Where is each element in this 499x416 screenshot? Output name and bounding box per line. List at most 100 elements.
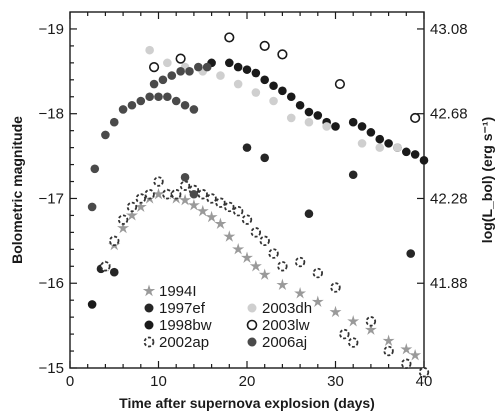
point-2003lw — [148, 61, 160, 73]
point-2002ap — [365, 316, 377, 327]
point-2002ap — [268, 248, 279, 259]
point-1994i — [311, 295, 324, 308]
legend-marker-2006aj — [247, 337, 257, 347]
point-1994i — [249, 259, 262, 272]
y-axis-title: Bolometric magnitude — [9, 116, 25, 264]
point-2006aj — [145, 92, 154, 102]
point-2006aj — [109, 117, 119, 127]
point-1998bw — [384, 139, 393, 148]
point-1998bw — [402, 147, 411, 157]
point-2006aj — [180, 172, 190, 182]
point-2003dh — [304, 117, 314, 127]
point-2002ap — [224, 201, 235, 213]
point-1994i — [117, 221, 130, 234]
point-1994i — [258, 268, 271, 280]
point-2002ap — [401, 358, 412, 369]
point-2006aj — [118, 105, 128, 114]
point-2003dh — [393, 143, 402, 152]
legend-label-1997ef: 1997ef — [159, 300, 206, 317]
point-2003dh — [145, 45, 154, 55]
point-1994i — [134, 200, 147, 213]
point-1998bw — [225, 58, 234, 68]
point-2003dh — [286, 113, 296, 123]
point-2002ap — [126, 201, 138, 213]
legend-marker-2003dh — [247, 303, 257, 313]
y2-tick-label: 41.88 — [430, 275, 468, 292]
point-2003lw — [277, 49, 288, 60]
point-1997ef — [242, 143, 252, 152]
point-1994i — [214, 217, 227, 230]
legend-marker-1998bw — [144, 320, 154, 330]
point-2002ap — [418, 367, 430, 378]
point-1997ef — [109, 267, 119, 277]
point-1998bw — [278, 86, 287, 96]
point-2006aj — [90, 164, 100, 174]
point-2003lw — [175, 53, 186, 64]
point-1998bw — [357, 122, 367, 131]
point-1998bw — [313, 111, 323, 120]
y2-tick-label: 43.08 — [430, 21, 468, 38]
point-1998bw — [304, 107, 314, 117]
point-2003lw — [334, 78, 346, 90]
y-tick-label: −15 — [39, 360, 64, 377]
point-2002ap — [277, 261, 288, 272]
x-axis-title: Time after supernova explosion (days) — [119, 395, 375, 411]
point-2002ap — [339, 328, 350, 340]
point-2002ap — [109, 235, 120, 247]
legend-marker-1994i — [142, 284, 156, 297]
point-1998bw — [251, 68, 261, 78]
point-2002ap — [312, 267, 324, 279]
y2-tick-label: 42.28 — [430, 190, 468, 207]
right-y-axis-title: log(L_bol) (erg s⁻¹) — [479, 117, 495, 243]
point-2002ap — [135, 193, 147, 204]
axis-ticks: 0 10 20 30 40 −19 −18 −17 −16 −15 43.08 42.68 42.28 4… — [39, 12, 468, 390]
point-2002ap — [117, 214, 129, 225]
legend-marker-2003lw — [246, 319, 258, 331]
point-2002ap — [179, 180, 191, 191]
point-2003lw — [410, 112, 421, 124]
legend-label-2003dh: 2003dh — [262, 300, 312, 317]
point-2006aj — [202, 62, 212, 72]
point-1997ef — [304, 209, 314, 219]
point-1998bw — [260, 75, 270, 85]
point-1994i — [196, 204, 209, 217]
point-2002ap — [259, 235, 270, 247]
legend-label-1994i: 1994I — [159, 283, 197, 300]
point-2002ap — [215, 197, 226, 208]
point-2003dh — [269, 96, 278, 106]
point-1994i — [276, 278, 289, 291]
point-2003dh — [357, 139, 367, 148]
point-1994i — [409, 348, 422, 361]
point-2002ap — [197, 189, 208, 200]
point-1994i — [223, 230, 236, 242]
point-2006aj — [149, 79, 159, 89]
point-1994i — [382, 334, 395, 347]
point-2002ap — [144, 189, 155, 200]
x-tick-label: 20 — [239, 373, 256, 390]
point-1994i — [125, 209, 139, 221]
point-2003dh — [375, 143, 385, 152]
point-1998bw — [269, 81, 278, 91]
point-2006aj — [189, 105, 199, 114]
data-points — [87, 32, 430, 378]
point-1994i — [400, 343, 413, 355]
point-2006aj — [87, 202, 97, 212]
point-2003dh — [233, 79, 243, 89]
point-2003lw — [224, 32, 235, 43]
x-tick-label: 10 — [150, 373, 167, 390]
point-2002ap — [294, 256, 306, 268]
legend-label-2003lw: 2003lw — [262, 317, 310, 334]
point-2006aj — [158, 75, 168, 85]
point-1994i — [347, 315, 360, 327]
x-tick-label: 0 — [66, 373, 74, 390]
point-1997ef — [260, 153, 270, 163]
point-2006aj — [167, 71, 177, 80]
point-1998bw — [233, 62, 243, 72]
legend-marker-1997ef — [144, 303, 154, 313]
x-tick-label: 30 — [327, 373, 344, 390]
point-2002ap — [241, 214, 253, 225]
x-tick-label: 40 — [416, 373, 433, 390]
point-2002ap — [206, 193, 217, 204]
point-2003dh — [163, 58, 172, 68]
point-1994i — [364, 323, 377, 335]
